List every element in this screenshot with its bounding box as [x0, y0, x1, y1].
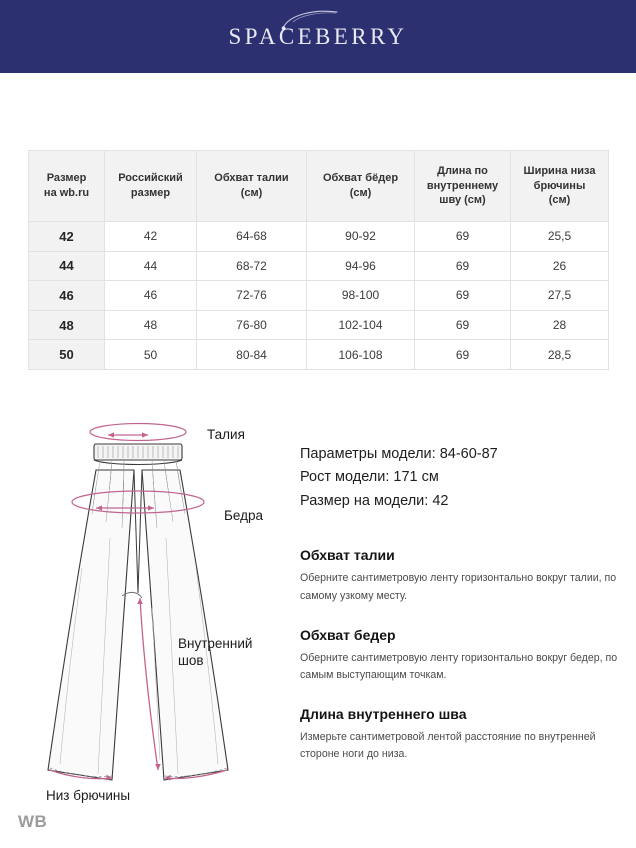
instruction-text-hips: Оберните сантиметровую ленту горизонталь… — [300, 651, 618, 681]
cell-waist: 68-72 — [196, 250, 307, 282]
cell-ru-size: 50 — [104, 339, 197, 370]
size-chart-table: Размер на wb.ru Российский размер Обхват т… — [28, 150, 609, 370]
brand-logo-text: SPACEBERRY — [228, 24, 408, 49]
table-row: 48 48 76-80 102-104 69 28 — [28, 309, 609, 341]
table-col-header-wb-size: Размер на wb.ru — [28, 150, 105, 222]
size-chart-table-container: Размер на wb.ru Российский размер Обхват т… — [28, 150, 609, 370]
diagram-label-hips: Бедра — [224, 508, 263, 523]
cell-ru-size: 48 — [104, 309, 197, 341]
table-header-row: Размер на wb.ru Российский размер Обхват т… — [28, 150, 609, 222]
cell-hem-width: 25,5 — [510, 221, 609, 252]
instruction-text-waist: Оберните сантиметровую ленту горизонталь… — [300, 572, 617, 602]
diagram-label-inseam: Внутренний шов — [178, 636, 253, 668]
page-header: SPACEBERRY — [0, 0, 636, 73]
cell-hips: 94-96 — [306, 250, 415, 282]
instruction-title-waist: Обхват талии — [300, 547, 395, 564]
cell-inseam: 69 — [414, 221, 511, 252]
cell-hips: 102-104 — [306, 309, 415, 341]
trousers-diagram — [24, 418, 292, 818]
cell-wb-size: 46 — [28, 280, 105, 311]
cell-wb-size: 44 — [28, 250, 105, 282]
cell-inseam: 69 — [414, 309, 511, 341]
table-col-header-hips: Обхват бёдер (см) — [306, 150, 415, 222]
diagram-label-waist: Талия — [207, 427, 245, 442]
cell-wb-size: 48 — [28, 309, 105, 341]
cell-wb-size: 50 — [28, 339, 105, 370]
instruction-waist: Обхват талии Оберните сантиметровую лент… — [300, 547, 618, 604]
cell-hem-width: 26 — [510, 250, 609, 282]
table-row: 50 50 80-84 106-108 69 28,5 — [28, 339, 609, 370]
cell-hem-width: 27,5 — [510, 280, 609, 311]
table-col-header-inseam-length: Длина по внутреннему шву (см) — [414, 150, 511, 222]
model-size: Размер на модели: 42 — [300, 492, 449, 509]
brand-logo[interactable]: SPACEBERRY — [228, 10, 408, 49]
wb-watermark: WB — [18, 812, 48, 831]
instruction-hips: Обхват бедер Оберните сантиметровую лент… — [300, 627, 618, 684]
cell-inseam: 69 — [414, 250, 511, 282]
instruction-inseam: Длина внутреннего шва Измерьте сантиметр… — [300, 706, 618, 763]
table-col-header-ru-size: Российский размер — [104, 150, 197, 222]
table-col-header-waist: Обхват талии (см) — [196, 150, 307, 222]
table-col-header-leg-hem-width: Ширина низа брючины (см) — [510, 150, 609, 222]
cell-wb-size: 42 — [28, 221, 105, 252]
model-height: Рост модели: 171 см — [300, 469, 439, 486]
cell-hips: 98-100 — [306, 280, 415, 311]
cell-hem-width: 28,5 — [510, 339, 609, 370]
cell-inseam: 69 — [414, 339, 511, 370]
diagram-label-hem: Низ брючины — [46, 788, 131, 803]
table-row: 46 46 72-76 98-100 69 27,5 — [28, 280, 609, 311]
cell-ru-size: 46 — [104, 280, 197, 311]
cell-inseam: 69 — [414, 280, 511, 311]
instruction-text-inseam: Измерьте сантиметровой лентой расстояние… — [300, 731, 596, 761]
table-row: 42 42 64-68 90-92 69 25,5 — [28, 221, 609, 252]
cell-waist: 76-80 — [196, 309, 307, 341]
cell-ru-size: 44 — [104, 250, 197, 282]
cell-ru-size: 42 — [104, 221, 197, 252]
trousers-diagram-svg — [47, 422, 229, 781]
model-parameters: Параметры модели: 84-60-87 — [300, 446, 498, 462]
instruction-title-hips: Обхват бедер — [300, 626, 396, 643]
cell-hem-width: 28 — [510, 309, 609, 341]
cell-waist: 80-84 — [196, 339, 307, 370]
measurement-info-panel: Параметры модели: 84-60-87 Рост модели: … — [300, 443, 618, 763]
instruction-title-inseam: Длина внутреннего шва — [300, 706, 467, 723]
cell-hips: 90-92 — [306, 221, 415, 252]
cell-waist: 64-68 — [196, 221, 307, 252]
cell-waist: 72-76 — [196, 280, 307, 311]
table-body: 42 42 64-68 90-92 69 25,5 44 44 68-72 94… — [28, 221, 609, 370]
table-row: 44 44 68-72 94-96 69 26 — [28, 250, 609, 282]
cell-hips: 106-108 — [306, 339, 415, 370]
